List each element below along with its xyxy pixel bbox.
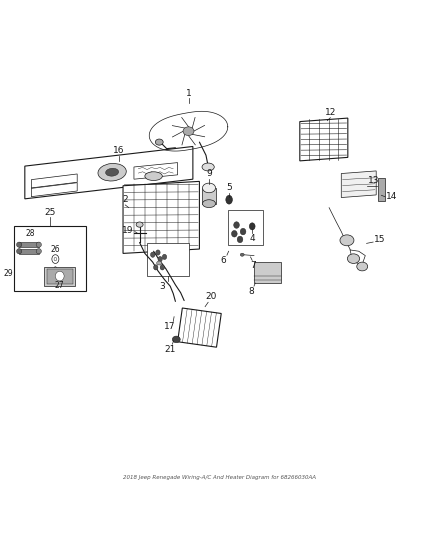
Text: 2018 Jeep Renegade Wiring-A/C And Heater Diagram for 68266030AA: 2018 Jeep Renegade Wiring-A/C And Heater… [123, 474, 315, 480]
Ellipse shape [52, 255, 59, 263]
Bar [378, 179, 385, 201]
Ellipse shape [54, 257, 57, 261]
Text: 7: 7 [250, 261, 256, 270]
Text: 20: 20 [205, 293, 217, 302]
Ellipse shape [160, 265, 165, 270]
Text: 13: 13 [367, 175, 379, 184]
Text: 29: 29 [4, 269, 13, 278]
Ellipse shape [155, 139, 163, 145]
Ellipse shape [340, 235, 354, 246]
Ellipse shape [158, 256, 162, 262]
Ellipse shape [36, 248, 42, 254]
Ellipse shape [240, 228, 246, 235]
Bar [147, 244, 188, 276]
Polygon shape [177, 308, 221, 347]
Ellipse shape [202, 183, 215, 193]
Ellipse shape [145, 172, 162, 181]
Polygon shape [134, 163, 177, 179]
Text: 27: 27 [55, 281, 64, 289]
Text: 14: 14 [386, 192, 397, 201]
Ellipse shape [17, 242, 22, 247]
Text: 28: 28 [26, 229, 35, 238]
Text: 1: 1 [186, 88, 191, 98]
Ellipse shape [232, 230, 237, 237]
Ellipse shape [17, 248, 22, 254]
Text: 25: 25 [44, 208, 56, 217]
Ellipse shape [55, 271, 64, 281]
Text: 2: 2 [122, 195, 128, 204]
Ellipse shape [249, 223, 255, 230]
Polygon shape [32, 174, 77, 188]
Ellipse shape [183, 127, 194, 135]
Text: 6: 6 [221, 256, 226, 265]
Polygon shape [19, 242, 39, 247]
Ellipse shape [151, 252, 155, 257]
Text: 3: 3 [159, 282, 165, 291]
Ellipse shape [357, 262, 367, 271]
Text: 4: 4 [249, 234, 255, 243]
Polygon shape [300, 118, 348, 161]
Ellipse shape [237, 236, 243, 243]
Ellipse shape [162, 254, 167, 260]
Bar [202, 188, 215, 204]
Text: 12: 12 [325, 108, 336, 117]
Ellipse shape [154, 265, 158, 270]
Ellipse shape [202, 163, 214, 171]
Text: 19: 19 [123, 226, 134, 235]
Text: 9: 9 [206, 169, 212, 178]
Text: 17: 17 [164, 322, 176, 332]
Text: 8: 8 [248, 287, 254, 296]
Polygon shape [32, 183, 77, 197]
Text: 16: 16 [113, 146, 124, 155]
Bar [228, 210, 263, 245]
Ellipse shape [98, 164, 126, 181]
Polygon shape [19, 248, 39, 254]
Bar [14, 226, 86, 290]
Polygon shape [123, 181, 199, 253]
Bar [45, 266, 75, 286]
Bar [254, 262, 281, 283]
Ellipse shape [156, 250, 160, 255]
Text: 21: 21 [165, 345, 176, 354]
Ellipse shape [240, 253, 244, 256]
Ellipse shape [234, 222, 239, 228]
Ellipse shape [173, 336, 180, 343]
Ellipse shape [226, 196, 233, 204]
Polygon shape [25, 147, 193, 199]
Ellipse shape [54, 266, 57, 271]
Ellipse shape [202, 200, 215, 207]
Text: 5: 5 [226, 183, 232, 192]
Bar [46, 269, 73, 284]
Text: 26: 26 [50, 245, 60, 254]
Ellipse shape [347, 254, 360, 263]
Ellipse shape [157, 261, 162, 265]
Ellipse shape [106, 168, 119, 176]
Ellipse shape [36, 242, 42, 247]
Polygon shape [341, 171, 376, 198]
Ellipse shape [136, 222, 143, 227]
Text: 15: 15 [374, 235, 385, 244]
